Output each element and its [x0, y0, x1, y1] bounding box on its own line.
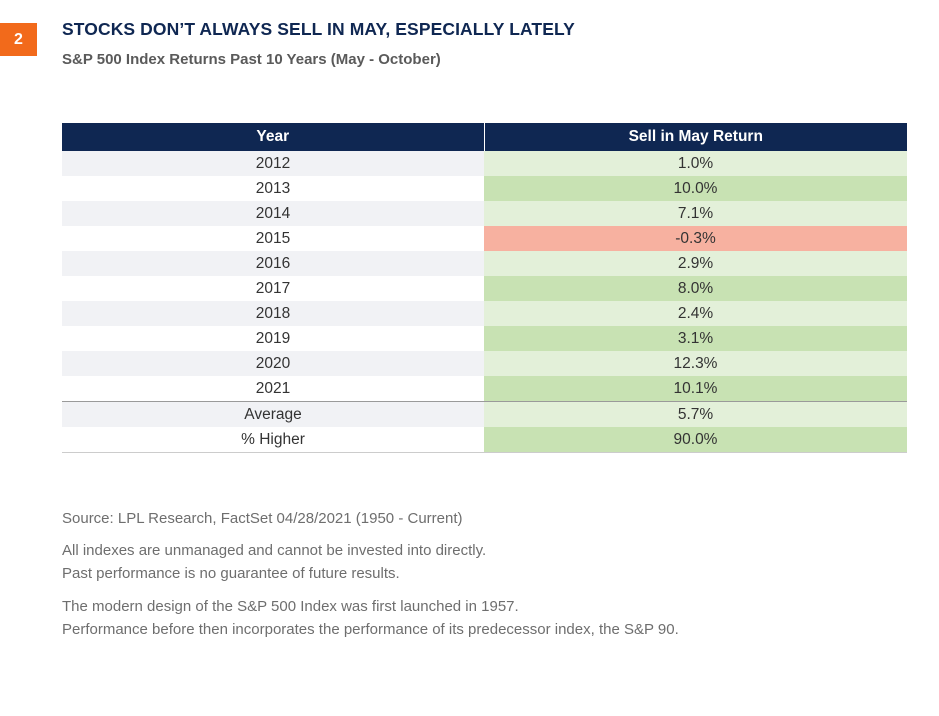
page-title: STOCKS DON’T ALWAYS SELL IN MAY, ESPECIA… — [62, 19, 575, 39]
summary-row-higher: % Higher 90.0% — [62, 427, 907, 453]
table-row: 2016 2.9% — [62, 251, 907, 276]
return-cell: 10.1% — [484, 376, 907, 401]
table-row: 2013 10.0% — [62, 176, 907, 201]
disclaimer-note: All indexes are unmanaged and cannot be … — [62, 539, 486, 585]
table-row: 2020 12.3% — [62, 351, 907, 376]
return-cell: 2.9% — [484, 251, 907, 276]
year-cell: 2016 — [62, 251, 484, 276]
return-cell: -0.3% — [484, 226, 907, 251]
table-row: 2017 8.0% — [62, 276, 907, 301]
return-cell: 7.1% — [484, 201, 907, 226]
source-text: Source: LPL Research, FactSet 04/28/2021… — [62, 510, 463, 527]
return-cell: 3.1% — [484, 326, 907, 351]
year-cell: 2015 — [62, 226, 484, 251]
returns-table: Year Sell in May Return 2012 1.0% 2013 1… — [62, 123, 907, 453]
table-row: 2018 2.4% — [62, 301, 907, 326]
summary-label: % Higher — [62, 427, 484, 452]
table-row: 2019 3.1% — [62, 326, 907, 351]
year-cell: 2014 — [62, 201, 484, 226]
summary-value: 5.7% — [484, 402, 907, 427]
summary-row-average: Average 5.7% — [62, 401, 907, 427]
table-row: 2012 1.0% — [62, 151, 907, 176]
summary-value: 90.0% — [484, 427, 907, 452]
return-cell: 12.3% — [484, 351, 907, 376]
disclaimer-line-1: All indexes are unmanaged and cannot be … — [62, 542, 487, 559]
return-cell: 10.0% — [484, 176, 907, 201]
page-number-badge: 2 — [0, 23, 37, 56]
source-note: Source: LPL Research, FactSet 04/28/2021… — [62, 507, 463, 530]
year-cell: 2019 — [62, 326, 484, 351]
history-line-1: The modern design of the S&P 500 Index w… — [62, 598, 519, 615]
table-row: 2014 7.1% — [62, 201, 907, 226]
history-note: The modern design of the S&P 500 Index w… — [62, 595, 679, 641]
header-return: Sell in May Return — [484, 123, 907, 151]
year-cell: 2018 — [62, 301, 484, 326]
summary-label: Average — [62, 402, 484, 427]
return-cell: 2.4% — [484, 301, 907, 326]
header-year: Year — [62, 123, 485, 151]
year-cell: 2020 — [62, 351, 484, 376]
page-subtitle: S&P 500 Index Returns Past 10 Years (May… — [62, 51, 441, 68]
year-cell: 2017 — [62, 276, 484, 301]
return-cell: 8.0% — [484, 276, 907, 301]
return-cell: 1.0% — [484, 151, 907, 176]
history-line-2: Performance before then incorporates the… — [62, 621, 679, 638]
year-cell: 2021 — [62, 376, 484, 401]
table-header-row: Year Sell in May Return — [62, 123, 907, 151]
year-cell: 2012 — [62, 151, 484, 176]
table-row: 2021 10.1% — [62, 376, 907, 401]
disclaimer-line-2: Past performance is no guarantee of futu… — [62, 565, 400, 582]
year-cell: 2013 — [62, 176, 484, 201]
table-row: 2015 -0.3% — [62, 226, 907, 251]
